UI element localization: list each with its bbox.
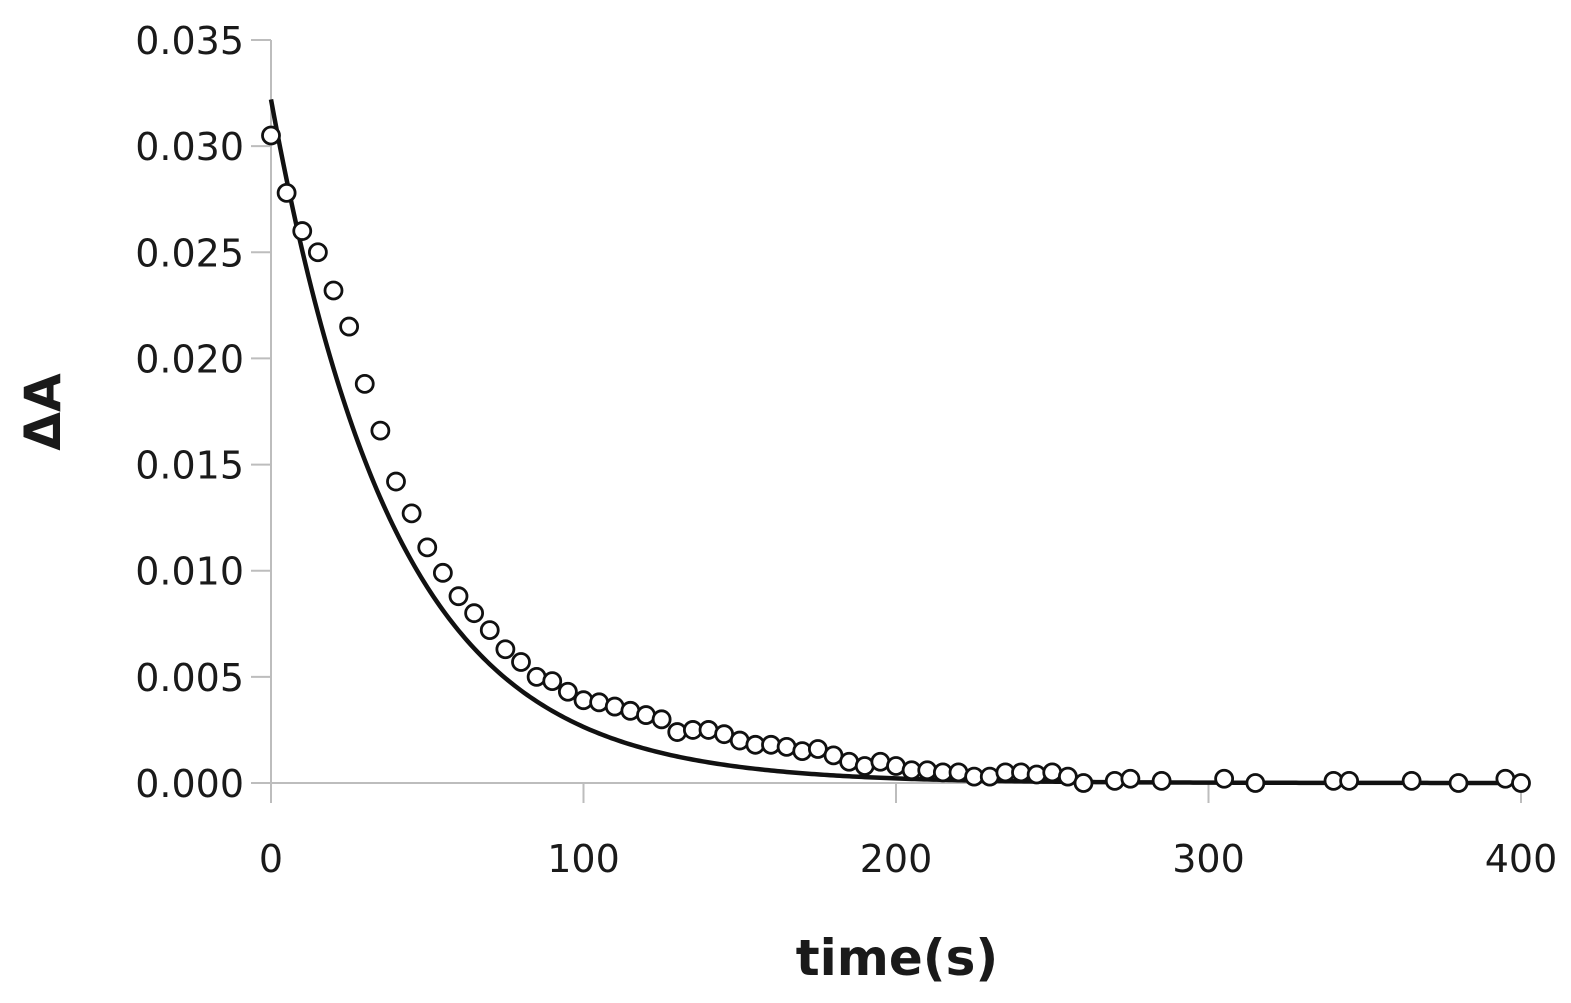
data-point bbox=[761, 734, 781, 755]
y-axis-title: ΔA bbox=[14, 373, 72, 451]
data-point bbox=[464, 603, 485, 624]
x-tick-label: 100 bbox=[547, 837, 620, 881]
y-ticks: 0.000 0.005 0.010 0.015 0.020 0.025 0.030 0.035 bbox=[135, 19, 271, 806]
data-point bbox=[354, 374, 375, 394]
data-point bbox=[1511, 773, 1531, 793]
data-point bbox=[917, 760, 938, 781]
data-point bbox=[557, 681, 578, 702]
y-tick-label: 0.030 bbox=[135, 125, 244, 169]
data-point bbox=[432, 562, 453, 583]
data-point bbox=[542, 671, 563, 692]
data-point bbox=[1448, 773, 1469, 793]
x-axis-title: time(s) bbox=[796, 929, 999, 987]
data-point bbox=[292, 221, 313, 241]
x-ticks: 0 100 200 300 400 bbox=[259, 783, 1557, 881]
fit-curve bbox=[268, 99, 1521, 786]
data-point bbox=[651, 709, 672, 730]
x-tick-label: 200 bbox=[860, 837, 933, 881]
data-point bbox=[323, 280, 344, 301]
data-points bbox=[261, 125, 1531, 793]
y-tick-label: 0.025 bbox=[135, 231, 244, 275]
data-point bbox=[1011, 762, 1031, 783]
data-point bbox=[667, 722, 688, 742]
data-point bbox=[1120, 768, 1141, 789]
data-point bbox=[1245, 773, 1266, 793]
y-tick-label: 0.005 bbox=[135, 656, 244, 700]
data-point bbox=[448, 586, 469, 607]
axes bbox=[270, 40, 1521, 784]
data-point bbox=[792, 741, 813, 762]
data-point bbox=[307, 242, 328, 263]
data-point bbox=[573, 690, 594, 711]
data-point bbox=[495, 639, 516, 660]
data-point bbox=[1214, 768, 1235, 789]
x-tick-label: 400 bbox=[1485, 837, 1558, 881]
data-point bbox=[401, 503, 422, 524]
data-point bbox=[386, 471, 406, 492]
data-point bbox=[1401, 770, 1422, 791]
data-point bbox=[339, 316, 360, 337]
data-point bbox=[1104, 770, 1125, 791]
data-point bbox=[276, 182, 297, 203]
data-point bbox=[1073, 773, 1094, 793]
data-point bbox=[1339, 770, 1360, 791]
data-point bbox=[1151, 770, 1172, 791]
y-tick-label: 0.035 bbox=[135, 19, 244, 63]
y-tick-label: 0.010 bbox=[135, 550, 244, 594]
y-tick-label: 0.015 bbox=[135, 444, 244, 488]
data-point bbox=[1026, 764, 1047, 785]
x-tick-label: 300 bbox=[1172, 837, 1245, 881]
y-tick-label: 0.000 bbox=[135, 762, 244, 806]
y-tick-label: 0.020 bbox=[135, 337, 244, 381]
data-point bbox=[511, 652, 531, 672]
data-point bbox=[479, 620, 500, 641]
data-point bbox=[261, 125, 281, 146]
data-point bbox=[417, 537, 438, 558]
x-tick-label: 0 bbox=[259, 837, 283, 881]
data-point bbox=[370, 420, 391, 441]
